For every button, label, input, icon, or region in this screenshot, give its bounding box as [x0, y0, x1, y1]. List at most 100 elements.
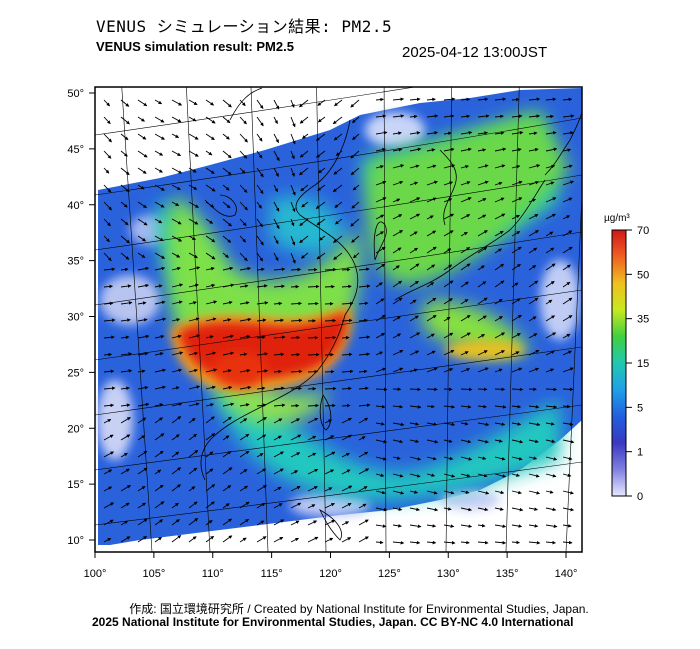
wind-arrow — [392, 97, 405, 102]
wind-arrow — [562, 350, 572, 356]
wind-arrow — [171, 416, 182, 424]
longitude-label: 125° — [378, 568, 401, 580]
wind-arrow — [120, 484, 131, 492]
wind-arrow — [171, 402, 183, 407]
wind-arrow — [460, 540, 470, 545]
wind-arrow — [562, 114, 575, 118]
wind-arrow — [222, 402, 235, 407]
wind-arrow — [273, 301, 283, 306]
wind-arrow — [316, 252, 326, 260]
wind-arrow — [273, 403, 286, 408]
wind-arrow — [477, 198, 487, 203]
wind-arrow — [307, 536, 319, 543]
wind-arrow — [324, 335, 337, 340]
wind-arrow — [511, 456, 523, 461]
wind-arrow — [256, 369, 269, 373]
wind-arrow — [222, 435, 230, 441]
wind-arrow — [358, 386, 369, 391]
wind-arrow — [494, 147, 507, 152]
wind-arrow — [239, 519, 250, 526]
wind-arrow — [477, 148, 487, 152]
wind-arrow — [205, 520, 213, 526]
longitude-label: 115° — [261, 568, 283, 580]
wind-arrow — [154, 450, 164, 458]
wind-arrow — [460, 247, 471, 254]
wind-arrow — [290, 452, 301, 458]
wind-arrow — [426, 540, 437, 545]
wind-arrow — [103, 218, 111, 227]
longitude-label: 135° — [496, 568, 519, 580]
wind-arrow — [511, 333, 521, 339]
wind-arrow — [188, 201, 199, 208]
wind-arrow — [256, 417, 267, 424]
wind-arrow — [103, 469, 113, 475]
wind-arrow — [205, 535, 215, 543]
wind-arrow — [375, 367, 387, 373]
wind-arrow — [341, 485, 353, 492]
wind-arrow — [562, 148, 572, 152]
wind-arrow — [545, 213, 556, 220]
wind-arrow — [511, 351, 520, 356]
wind-arrow — [324, 487, 333, 492]
wind-arrow — [358, 486, 368, 492]
wind-arrow — [409, 164, 420, 169]
wind-arrow — [290, 284, 300, 289]
wind-arrow — [290, 335, 301, 340]
wind-arrow — [392, 507, 403, 511]
wind-arrow — [154, 266, 166, 271]
wind-arrow — [302, 133, 309, 139]
wind-arrow — [358, 417, 369, 424]
wind-arrow — [300, 184, 309, 192]
wind-arrow — [460, 524, 473, 528]
wind-arrow — [205, 468, 214, 475]
wind-arrow — [256, 520, 265, 526]
colorbar-tick-label: 50 — [637, 269, 649, 281]
wind-arrow — [307, 301, 319, 306]
wind-arrow — [392, 333, 402, 339]
wind-arrow — [443, 213, 455, 220]
wind-arrow — [137, 116, 145, 122]
latitude-label: 45° — [67, 144, 84, 156]
wind-arrow — [239, 99, 246, 107]
wind-arrow — [562, 197, 573, 203]
wind-arrow — [256, 133, 263, 142]
wind-arrow — [460, 368, 471, 373]
wind-arrow — [477, 367, 489, 373]
wind-arrow — [137, 450, 148, 458]
wind-arrow — [290, 235, 296, 246]
wind-arrow — [477, 439, 489, 444]
wind-arrow — [222, 485, 232, 492]
wind-arrow — [460, 197, 472, 203]
wind-arrow — [341, 403, 351, 408]
wind-arrow — [103, 284, 113, 289]
wind-arrow — [477, 490, 490, 495]
wind-arrow — [477, 281, 487, 288]
wind-arrow — [426, 215, 434, 220]
wind-arrow — [375, 263, 386, 271]
wind-arrow — [273, 503, 283, 509]
wind-arrow — [562, 333, 571, 339]
wind-arrow — [120, 468, 130, 475]
wind-arrow — [205, 133, 215, 140]
wind-arrow — [256, 468, 267, 475]
wind-arrow — [545, 524, 558, 529]
latitude-label: 20° — [67, 423, 84, 435]
wind-arrow — [239, 235, 247, 243]
wind-arrow — [239, 385, 252, 390]
wind-arrow — [545, 114, 554, 119]
wind-arrow — [188, 116, 197, 122]
wind-arrow — [426, 148, 436, 152]
wind-arrow — [562, 264, 571, 271]
wind-arrow — [273, 150, 280, 162]
wind-arrow — [273, 418, 283, 424]
wind-arrow — [494, 524, 507, 528]
wind-arrow — [409, 350, 420, 356]
wind-arrow — [154, 184, 165, 191]
wind-arrow — [222, 451, 232, 458]
wind-arrow — [171, 218, 182, 225]
wind-arrow — [409, 299, 417, 305]
wind-arrow — [290, 201, 296, 213]
latitude-label: 30° — [67, 312, 84, 324]
wind-arrow — [443, 405, 456, 409]
wind-arrow — [239, 334, 251, 339]
